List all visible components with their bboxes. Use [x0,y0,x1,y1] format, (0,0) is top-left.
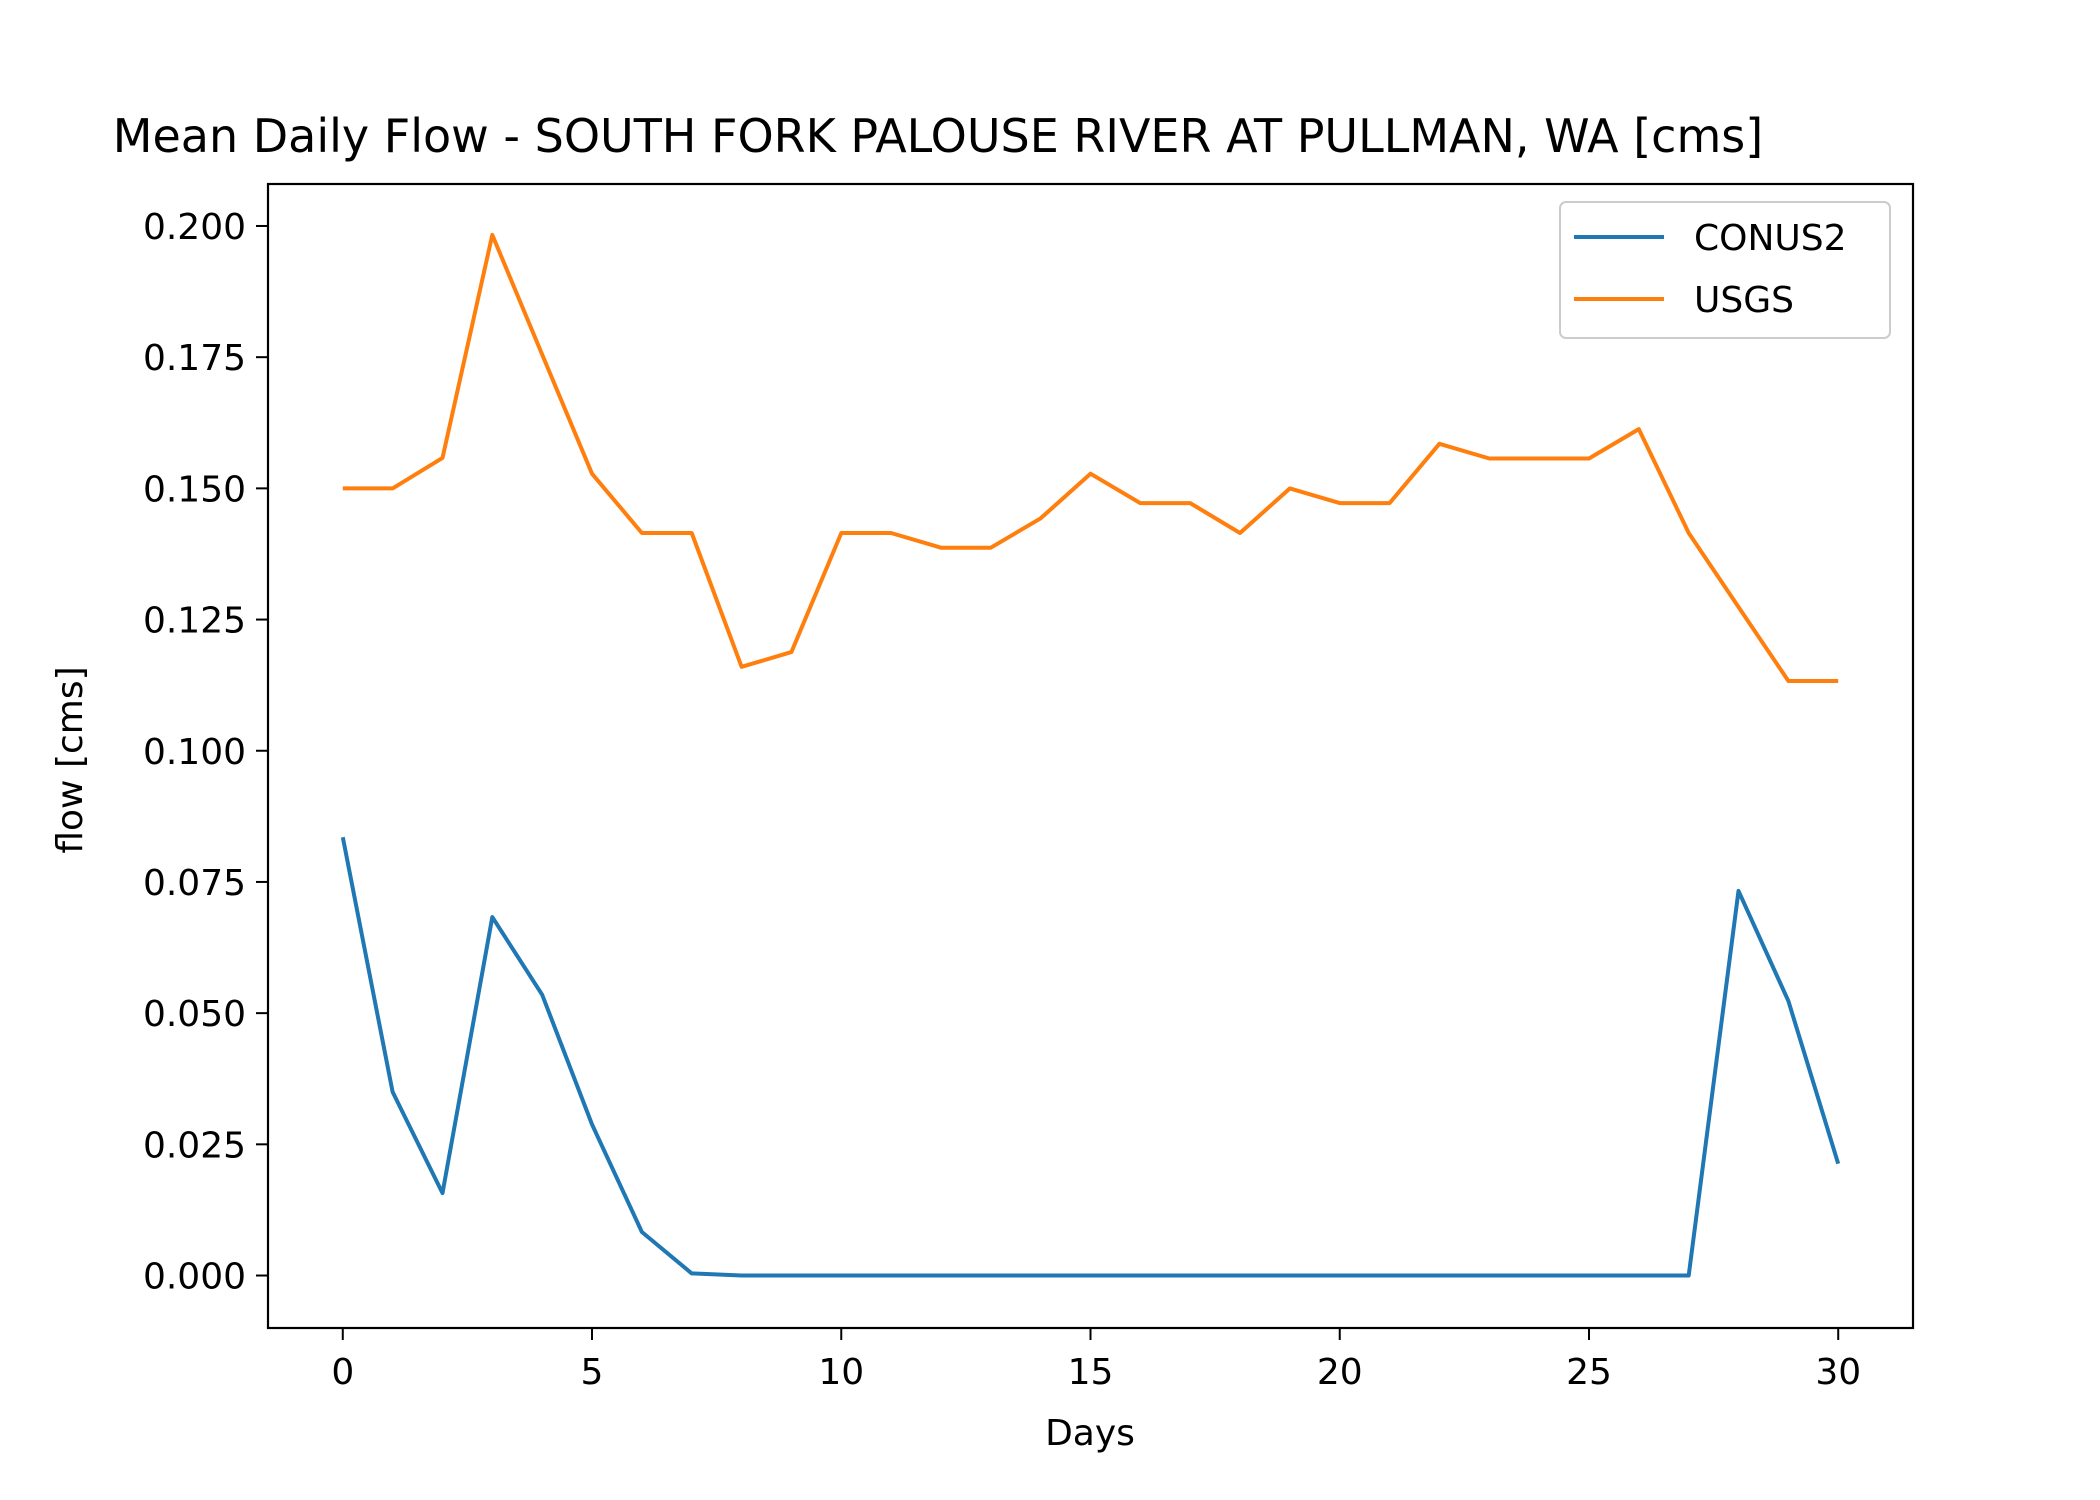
x-tick-label: 20 [1317,1352,1363,1393]
y-tick-label: 0.075 [143,863,246,904]
y-tick-label: 0.025 [143,1125,246,1166]
x-tick-label: 25 [1566,1352,1612,1393]
legend: CONUS2 USGS [1559,201,1891,339]
y-tick-label: 0.200 [143,207,246,248]
x-tick-label: 10 [818,1352,864,1393]
x-tick-label: 0 [331,1352,354,1393]
y-tick-label: 0.125 [143,601,246,642]
y-tick-label: 0.050 [143,994,246,1035]
x-tick-label: 5 [581,1352,604,1393]
y-tick-label: 0.150 [143,469,246,510]
series-line-usgs [342,232,1839,683]
legend-label-conus2: CONUS2 [1694,218,1847,259]
y-axis-label: flow [cms] [50,666,91,853]
y-axis: 0.000 0.025 0.050 0.075 0.100 0.125 0.150 0.175… [143,207,268,1298]
legend-label-usgs: USGS [1694,280,1794,321]
x-tick-label: 15 [1068,1352,1114,1393]
x-axis: 0 5 10 15 20 25 30 [331,1328,1861,1393]
x-axis-label: Days [1045,1413,1135,1454]
series-line-conus2 [340,836,1841,1278]
y-tick-label: 0.100 [143,732,246,773]
y-tick-label: 0.000 [143,1257,246,1298]
y-tick-label: 0.175 [143,338,246,379]
x-tick-label: 30 [1815,1352,1861,1393]
chart-title: Mean Daily Flow - SOUTH FORK PALOUSE RIV… [113,109,1763,163]
